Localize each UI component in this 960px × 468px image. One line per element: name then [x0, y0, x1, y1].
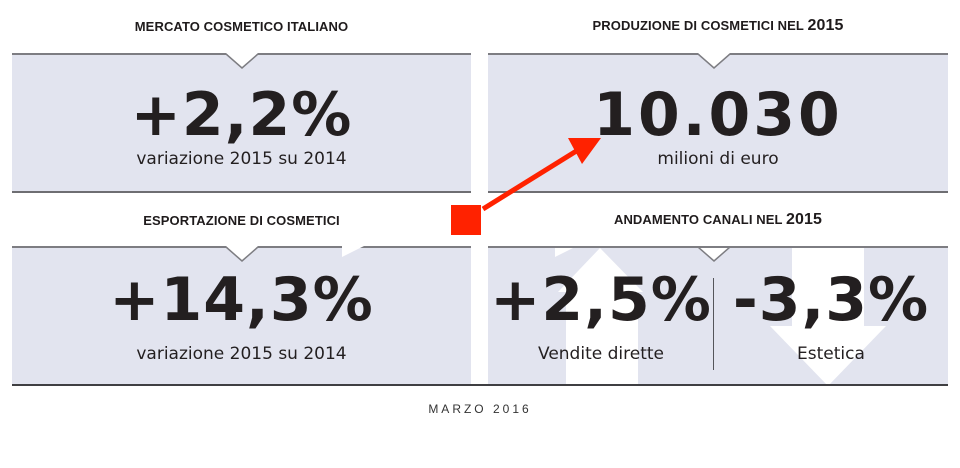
export-panel: +14,3% variazione 2015 su 2014	[12, 246, 471, 386]
channel-divider	[713, 278, 714, 370]
red-arrow-pointer	[481, 138, 601, 212]
channels-heading-text: ANDAMENTO CANALI NEL	[613, 212, 783, 227]
market-heading: MERCATO COSMETICO ITALIANO	[134, 19, 349, 34]
notch-icon	[226, 53, 258, 69]
production-value: 10.030	[593, 80, 843, 150]
production-panel: 10.030 milioni di euro	[488, 53, 948, 193]
notch-icon	[698, 248, 730, 262]
arrow-up-icon	[558, 248, 886, 384]
channels-panel: +2,5% Vendite dirette -3,3% Estetica	[488, 246, 948, 386]
wedge-decoration-icon	[555, 248, 573, 257]
red-square-marker[interactable]	[451, 205, 481, 235]
export-caption: variazione 2015 su 2014	[136, 344, 347, 364]
footer-date: MARZO 2016	[428, 402, 532, 416]
bottom-rule	[12, 384, 948, 386]
export-value: +14,3%	[109, 265, 374, 335]
production-heading-year: 2015	[807, 17, 844, 34]
channels-heading: ANDAMENTO CANALI NEL 2015	[488, 211, 948, 229]
market-caption: variazione 2015 su 2014	[136, 149, 347, 169]
direct-sales-value: +2,5%	[490, 265, 712, 335]
production-heading-text: PRODUZIONE DI COSMETICI NEL	[592, 18, 804, 33]
market-panel: +2,2% variazione 2015 su 2014	[12, 53, 471, 193]
channel-estetica: -3,3% Estetica	[714, 248, 948, 384]
channels-heading-year: 2015	[786, 211, 823, 228]
channel-direct-sales: +2,5% Vendite dirette	[488, 248, 714, 384]
notch-icon	[698, 53, 730, 69]
estetica-caption: Estetica	[797, 344, 865, 364]
export-heading: ESPORTAZIONE DI COSMETICI	[143, 213, 340, 228]
notch-icon	[226, 246, 258, 262]
market-value: +2,2%	[130, 80, 353, 150]
wedge-decoration-icon	[342, 246, 364, 257]
production-heading: PRODUZIONE DI COSMETICI NEL 2015	[488, 17, 948, 35]
production-caption: milioni di euro	[657, 149, 779, 169]
direct-sales-caption: Vendite dirette	[538, 344, 664, 364]
estetica-value: -3,3%	[732, 265, 930, 335]
